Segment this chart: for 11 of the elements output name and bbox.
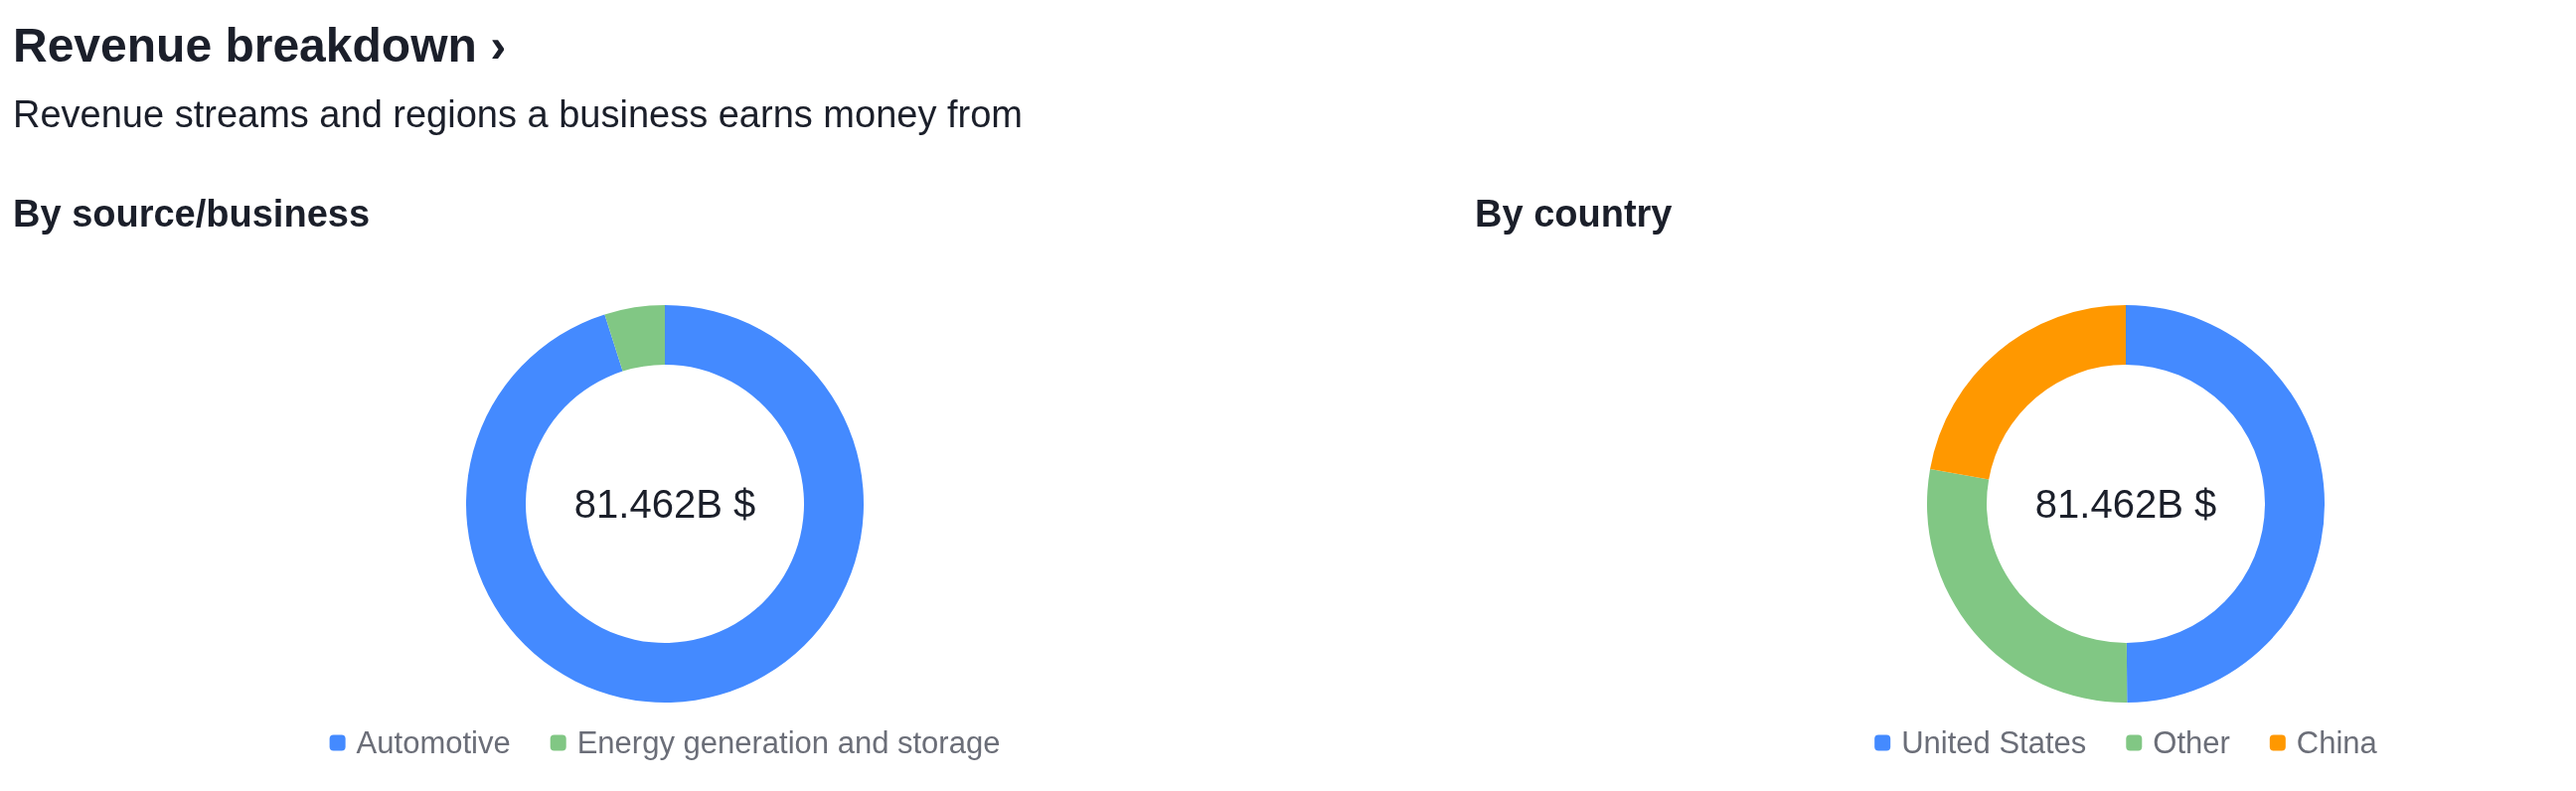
legend-label: Automotive [356,725,511,760]
text: 81.462B $ [2034,482,2217,526]
chart-title: By source/business [13,193,371,235]
text: Revenue breakdown › [13,18,507,74]
chart-title: By country [1475,193,1673,235]
text: Revenue streams and regions a business earns money from [13,93,1023,137]
text: 81.462B $ [573,482,756,526]
legend-label: China [2296,725,2378,760]
legend-label: Energy generation and storage [576,725,1001,760]
legend-label: United States [1901,725,2087,760]
legend-label: Other [2153,725,2230,760]
